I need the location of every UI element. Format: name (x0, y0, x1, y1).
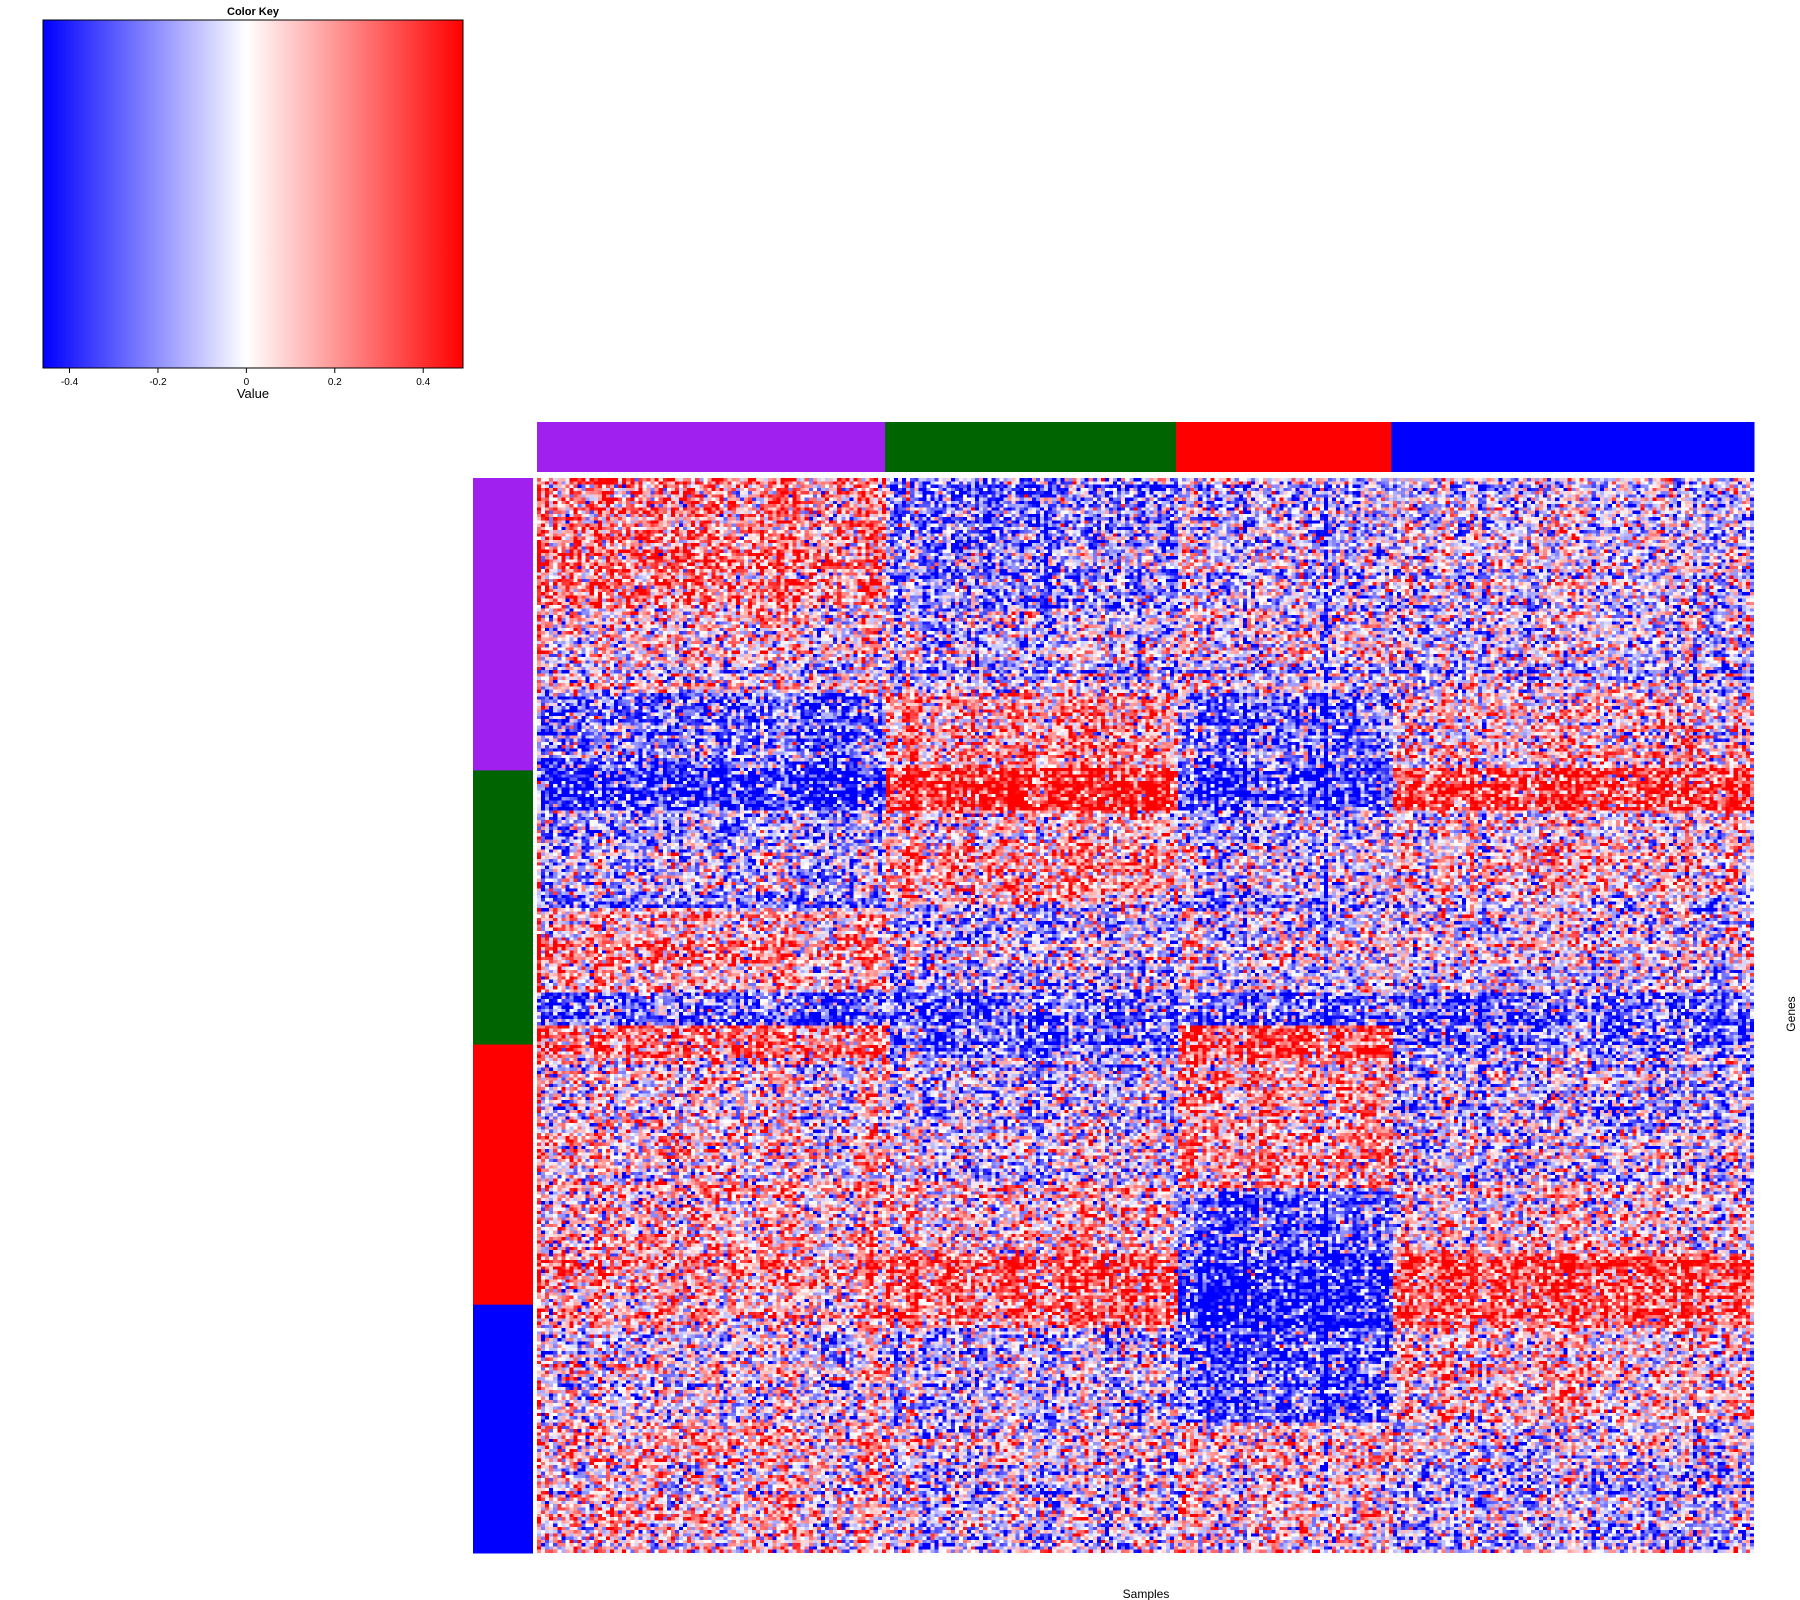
color-key-xlabel: Value (237, 386, 269, 401)
sample-group-segment (537, 422, 886, 472)
gene-group-segment (473, 478, 533, 771)
gene-group-segment (473, 1044, 533, 1306)
gene-group-segment (473, 770, 533, 1046)
gene-group-bar (473, 478, 533, 1554)
color-key-tick-label: 0 (244, 377, 250, 388)
color-key-tick-label: 0.4 (416, 377, 430, 388)
y-axis-label: Genes (1784, 996, 1798, 1031)
sample-group-segment (1391, 422, 1755, 472)
color-key: Color Key -0.4 -0.2 0 0.2 0.4 Value (42, 6, 464, 401)
color-key-gradient (42, 19, 464, 369)
sample-group-bar (537, 422, 1755, 472)
gene-group-segment (473, 1304, 533, 1554)
x-axis-label: Samples (1123, 1587, 1170, 1600)
heatmap-cells (537, 478, 1754, 1553)
color-key-tick-label: -0.4 (61, 377, 79, 388)
color-key-title: Color Key (227, 6, 280, 18)
sample-group-segment (1175, 422, 1392, 472)
heatmap-body (537, 478, 1754, 1553)
color-key-ticks: -0.4 -0.2 0 0.2 0.4 (61, 368, 431, 388)
sample-group-segment (885, 422, 1177, 472)
color-key-tick-label: -0.2 (149, 377, 167, 388)
color-key-tick-label: 0.2 (328, 377, 342, 388)
